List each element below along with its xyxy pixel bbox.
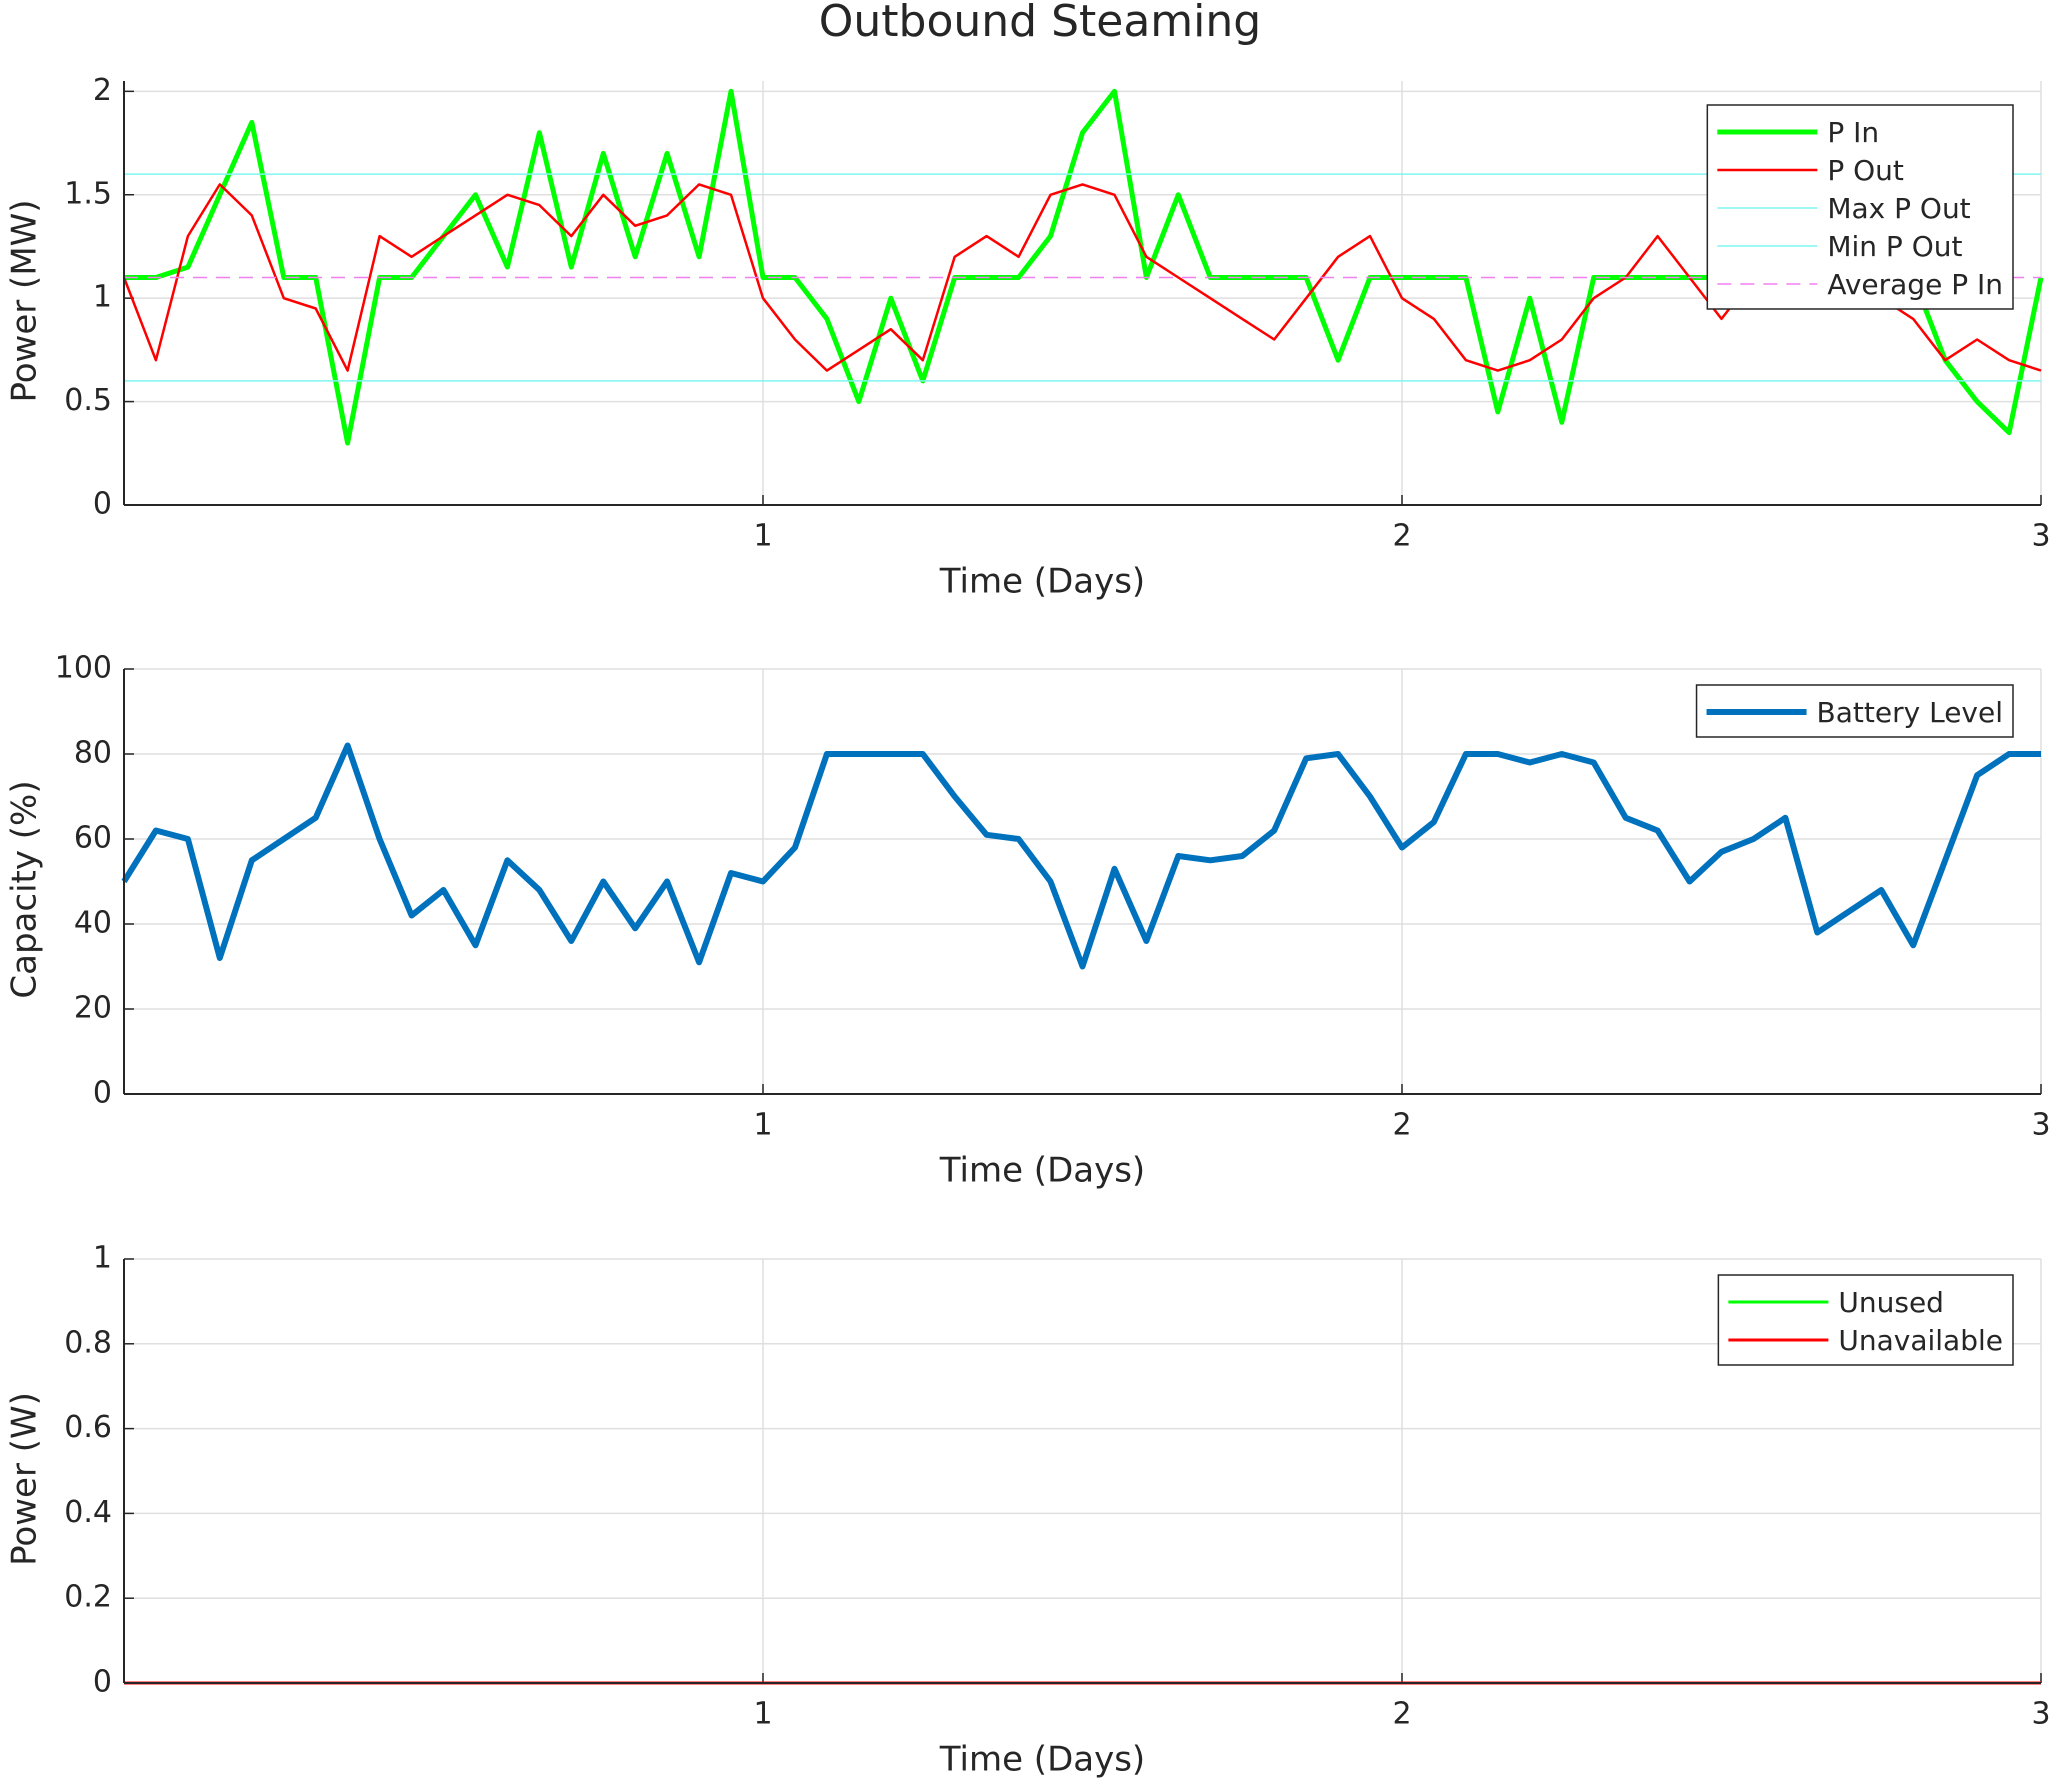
- y-tick-label: 1: [93, 280, 112, 315]
- y-tick-label: 20: [74, 991, 112, 1026]
- axes: 0 20 40 60 80 100 1 2 3 Time (Days) Capacity (%): [5, 651, 2051, 1191]
- x-axis-label: Time (Days): [939, 1151, 1145, 1191]
- x-tick-label: 3: [2031, 1108, 2050, 1143]
- series-line: [121, 742, 2041, 970]
- y-tick-label: 0: [93, 487, 112, 522]
- y-tick-label: 0.4: [64, 1495, 112, 1530]
- y-tick-label: 0.5: [64, 383, 112, 418]
- y-tick-label: 40: [74, 906, 112, 941]
- x-tick-label: 2: [1392, 1108, 1411, 1143]
- axes: 0 0.2 0.4 0.6 0.8 1 1 2 3 Time (Days) Power (W): [5, 1241, 2051, 1780]
- legend-label: Average P In: [1827, 268, 2003, 301]
- y-tick-label: 0.8: [64, 1325, 112, 1360]
- y-tick-label: 1.5: [64, 176, 112, 211]
- y-tick-label: 100: [55, 651, 112, 686]
- x-tick-label: 1: [753, 1697, 772, 1732]
- y-axis-label: Power (W): [5, 1392, 45, 1566]
- series-line: [122, 183, 2042, 372]
- y-tick-label: 0.6: [64, 1410, 112, 1445]
- x-tick-label: 1: [753, 1108, 772, 1143]
- y-tick-label: 2: [93, 73, 112, 108]
- legend: Battery Level: [1695, 684, 2014, 738]
- legend-box: [1706, 104, 2014, 310]
- x-axis-label: Time (Days): [939, 562, 1145, 602]
- x-tick-label: 2: [1392, 1697, 1411, 1732]
- y-axis-label: Capacity (%): [5, 780, 45, 998]
- legend-label: P Out: [1827, 154, 1904, 187]
- y-tick-label: 1: [93, 1241, 112, 1276]
- legend-box: [1717, 1274, 2014, 1366]
- legend: P In P Out Max P Out Min P Out Average P In: [1706, 104, 2014, 310]
- x-tick-label: 3: [2031, 519, 2050, 554]
- chart-title: Outbound Steaming: [819, 0, 1261, 47]
- y-tick-label: 0: [93, 1665, 112, 1700]
- y-tick-label: 0: [93, 1076, 112, 1111]
- x-tick-label: 1: [753, 519, 772, 554]
- legend-label: Max P Out: [1827, 192, 1970, 225]
- x-axis-label: Time (Days): [939, 1740, 1145, 1780]
- x-tick-label: 2: [1392, 519, 1411, 554]
- legend-label: Unused: [1838, 1286, 1944, 1319]
- legend-label: Unavailable: [1838, 1324, 2003, 1357]
- legend-label: Min P Out: [1827, 230, 1962, 263]
- y-tick-label: 60: [74, 821, 112, 856]
- y-tick-label: 80: [74, 736, 112, 771]
- y-tick-label: 0.2: [64, 1580, 112, 1615]
- legend: Unused Unavailable: [1717, 1274, 2014, 1366]
- legend-label: P In: [1827, 116, 1879, 149]
- y-axis-label: Power (MW): [5, 199, 45, 402]
- axes: 0 0.5 1 1.5 2 1 2 3 Time (Days) Power (MW): [5, 73, 2051, 602]
- x-tick-label: 3: [2031, 1697, 2050, 1732]
- legend-label: Battery Level: [1817, 696, 2003, 729]
